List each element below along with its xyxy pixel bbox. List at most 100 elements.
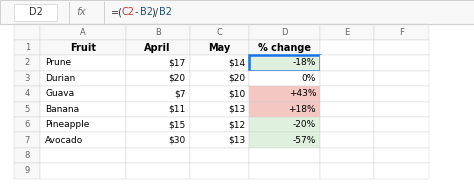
Text: $7: $7 xyxy=(174,89,186,98)
Bar xyxy=(126,86,190,102)
Text: $20: $20 xyxy=(228,74,245,83)
Bar xyxy=(320,117,374,132)
Text: =(: =( xyxy=(111,7,123,17)
Text: April: April xyxy=(145,42,171,53)
Bar xyxy=(126,148,190,163)
Bar xyxy=(374,132,429,148)
Text: Durian: Durian xyxy=(45,74,75,83)
Bar xyxy=(320,40,374,55)
Text: +43%: +43% xyxy=(289,89,316,98)
Bar xyxy=(249,163,320,179)
Bar xyxy=(14,24,40,40)
Bar xyxy=(40,163,126,179)
Bar xyxy=(126,24,190,40)
Text: 5: 5 xyxy=(25,105,30,114)
Bar xyxy=(190,40,249,55)
Text: 6: 6 xyxy=(25,120,30,129)
Text: $10: $10 xyxy=(228,89,245,98)
Text: 4: 4 xyxy=(25,89,30,98)
Bar xyxy=(126,71,190,86)
Text: fx: fx xyxy=(76,7,86,17)
Bar xyxy=(14,117,40,132)
Text: Fruit: Fruit xyxy=(70,42,96,53)
Text: F: F xyxy=(399,28,404,37)
Text: A: A xyxy=(80,28,86,37)
Bar xyxy=(126,117,190,132)
Text: Prune: Prune xyxy=(45,58,71,67)
Bar xyxy=(126,132,190,148)
Text: $13: $13 xyxy=(228,105,245,114)
Bar xyxy=(249,55,320,71)
Bar xyxy=(374,117,429,132)
Bar xyxy=(14,71,40,86)
Bar xyxy=(249,132,320,148)
Bar xyxy=(190,24,249,40)
Bar xyxy=(320,163,374,179)
Bar xyxy=(14,86,40,102)
Bar xyxy=(40,148,126,163)
Bar xyxy=(374,24,429,40)
Bar xyxy=(320,148,374,163)
Bar xyxy=(190,102,249,117)
Text: 1: 1 xyxy=(25,43,30,52)
Bar xyxy=(249,55,320,71)
Bar xyxy=(40,24,126,40)
Bar xyxy=(190,148,249,163)
Text: $17: $17 xyxy=(169,58,186,67)
Bar xyxy=(14,40,40,55)
Bar xyxy=(190,132,249,148)
Bar xyxy=(190,163,249,179)
Bar xyxy=(190,86,249,102)
Bar xyxy=(14,55,40,71)
Bar xyxy=(374,40,429,55)
Bar xyxy=(14,102,40,117)
Text: -57%: -57% xyxy=(293,136,316,145)
Bar xyxy=(374,102,429,117)
Bar xyxy=(40,132,126,148)
Bar xyxy=(126,55,190,71)
Text: D2: D2 xyxy=(28,7,43,17)
Text: Banana: Banana xyxy=(45,105,79,114)
Text: )/: )/ xyxy=(152,7,159,17)
Bar xyxy=(190,55,249,71)
Text: $14: $14 xyxy=(228,58,245,67)
Text: Guava: Guava xyxy=(45,89,74,98)
Bar xyxy=(320,24,374,40)
Bar xyxy=(374,86,429,102)
Text: B2: B2 xyxy=(159,7,172,17)
Text: -18%: -18% xyxy=(293,58,316,67)
Bar xyxy=(126,102,190,117)
Text: B2: B2 xyxy=(140,7,153,17)
Bar xyxy=(40,86,126,102)
Bar xyxy=(249,148,320,163)
Bar xyxy=(249,24,320,40)
Text: 8: 8 xyxy=(25,151,30,160)
Text: B: B xyxy=(155,28,161,37)
Text: May: May xyxy=(208,42,230,53)
Text: 7: 7 xyxy=(25,136,30,145)
Bar xyxy=(126,40,190,55)
Bar xyxy=(320,55,374,71)
Text: 2: 2 xyxy=(25,58,30,67)
Bar xyxy=(249,102,320,117)
Bar xyxy=(40,55,126,71)
Bar xyxy=(126,163,190,179)
Text: -: - xyxy=(134,7,137,17)
Text: 9: 9 xyxy=(25,166,30,175)
Bar xyxy=(190,71,249,86)
Bar xyxy=(40,117,126,132)
Bar xyxy=(249,71,320,86)
Bar xyxy=(320,132,374,148)
Bar xyxy=(14,163,40,179)
Bar xyxy=(374,55,429,71)
Text: $15: $15 xyxy=(169,120,186,129)
Bar xyxy=(249,117,320,132)
Text: $30: $30 xyxy=(169,136,186,145)
Text: C2: C2 xyxy=(122,7,135,17)
Bar xyxy=(249,40,320,55)
Text: $20: $20 xyxy=(169,74,186,83)
Bar xyxy=(40,102,126,117)
Text: D: D xyxy=(281,28,288,37)
Bar xyxy=(320,102,374,117)
Text: -20%: -20% xyxy=(293,120,316,129)
